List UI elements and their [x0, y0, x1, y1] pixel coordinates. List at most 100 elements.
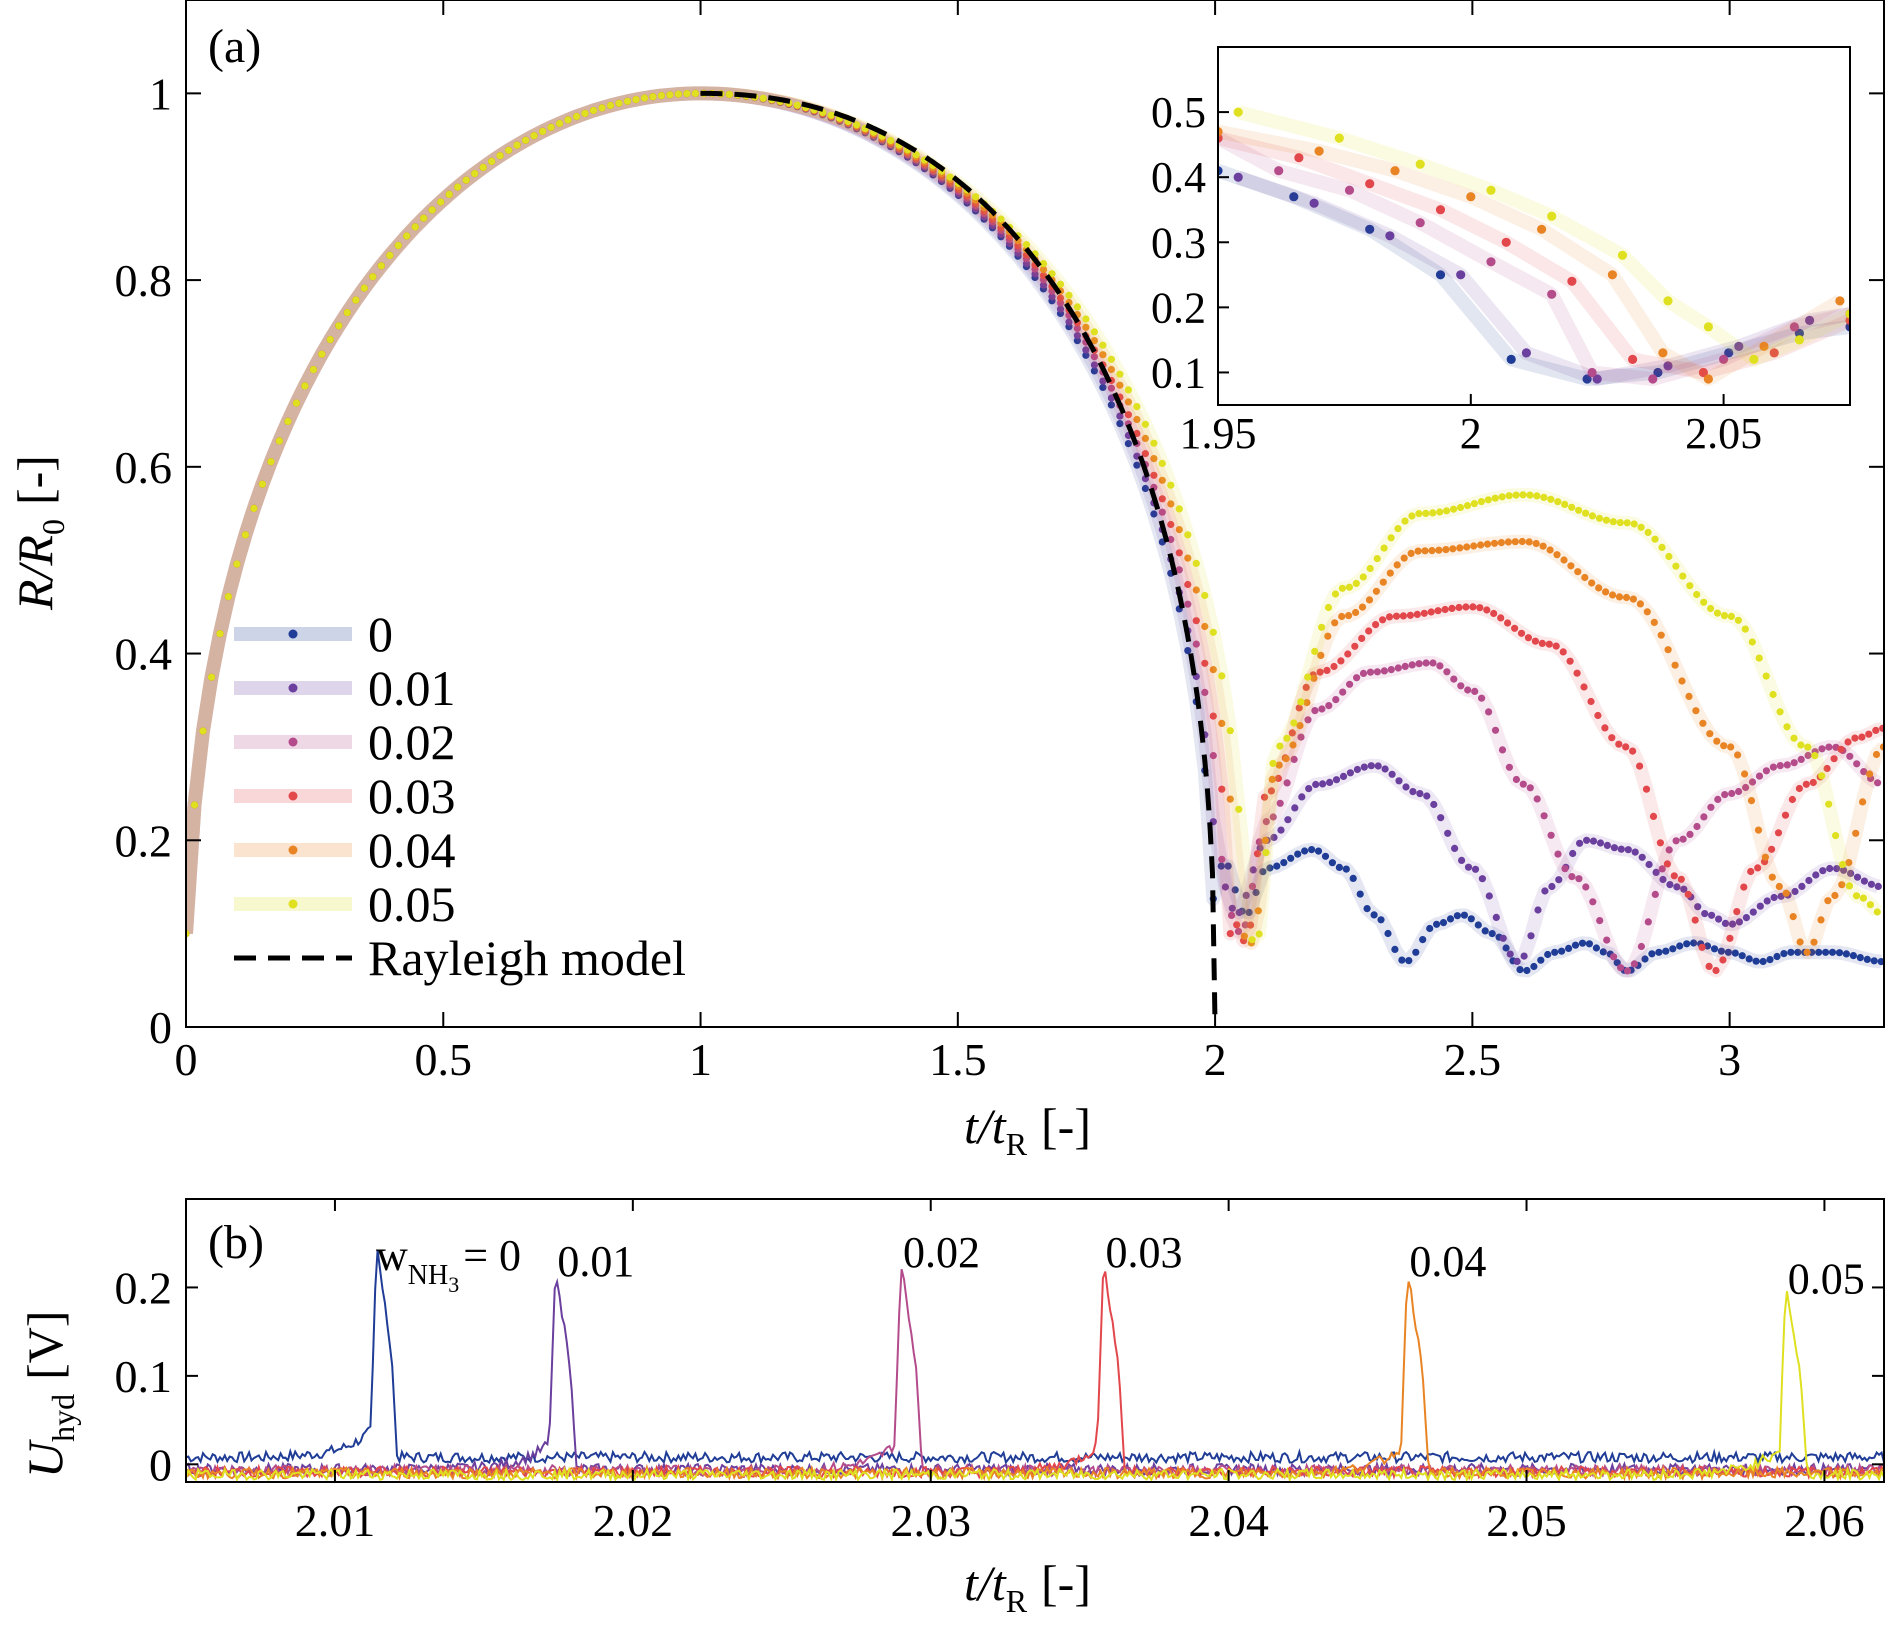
point-0.05-147 — [1401, 517, 1409, 525]
point-0.03-161 — [1490, 609, 1498, 618]
point-0-151 — [1419, 936, 1427, 944]
peak-label-0.03: 0.03 — [1106, 1228, 1183, 1277]
point-0.04-116 — [1167, 500, 1175, 508]
a-xtick-label-4: 2 — [1204, 1034, 1227, 1085]
point-0.01-169 — [1548, 882, 1556, 891]
point-0.05-200 — [1769, 690, 1777, 699]
b-xtick-label-4: 2.05 — [1486, 1495, 1567, 1546]
point-0.04-121 — [1209, 666, 1217, 674]
point-0.02-144 — [1373, 668, 1381, 676]
peak-label-0-sub-a: NH — [408, 1260, 448, 1291]
point-0.05-169 — [1554, 498, 1562, 506]
inset-ytick-label-4: 0.5 — [1151, 88, 1206, 137]
inset-ticks: 1.95 2 2.05 0.1 0.2 0.3 0.4 0.5 — [1151, 88, 1762, 458]
point-0.02-165 — [1519, 780, 1527, 788]
point-0.03-103 — [1056, 294, 1065, 302]
point-0.05-191 — [1707, 604, 1715, 613]
point-0.05-27 — [411, 223, 419, 231]
panel-a-ylabel-main: R/R — [7, 535, 63, 611]
point-0.01-168 — [1541, 887, 1549, 895]
point-0-196 — [1731, 949, 1739, 957]
point-0-202 — [1773, 952, 1781, 961]
panel-b-xlabel: t/tR [-] — [964, 1555, 1091, 1619]
point-0.01-166 — [1527, 932, 1535, 940]
point-0.05-4 — [216, 630, 224, 638]
point-0-133 — [1294, 850, 1302, 858]
point-0.02-155 — [1450, 675, 1458, 683]
point-0-123 — [1224, 862, 1232, 870]
point-0.05-120 — [1201, 591, 1209, 600]
point-0.02-170 — [1554, 850, 1562, 858]
point-0.05-3 — [207, 673, 216, 681]
point-0.02-214 — [1860, 768, 1868, 776]
point-0.01-212 — [1847, 869, 1855, 878]
inset-point-0.02-4 — [1486, 257, 1496, 267]
point-0.03-139 — [1337, 657, 1345, 665]
point-0.03-145 — [1379, 616, 1387, 624]
point-0.03-177 — [1601, 724, 1609, 732]
point-0.05-133 — [1304, 673, 1312, 681]
point-0.04-193 — [1720, 742, 1728, 750]
point-0.05-22 — [369, 273, 377, 281]
point-0.04-122 — [1218, 719, 1226, 728]
point-0.04-129 — [1275, 761, 1283, 769]
point-0.05-171 — [1568, 503, 1576, 511]
panel-b-xlabel-unit: [-] — [1041, 1555, 1091, 1611]
inset-point-0.05-4 — [1547, 211, 1557, 221]
point-0.02-105 — [1073, 324, 1081, 332]
point-0.02-158 — [1471, 687, 1479, 696]
panel-a-xlabel-sub: R — [1006, 1126, 1028, 1162]
point-0-186 — [1662, 947, 1670, 955]
point-0.05-153 — [1443, 507, 1451, 515]
point-0.04-163 — [1511, 538, 1519, 546]
point-0.05-118 — [1184, 531, 1192, 539]
point-0.01-210 — [1833, 865, 1841, 873]
point-0.02-196 — [1735, 787, 1743, 796]
point-0-112 — [1133, 461, 1141, 469]
point-0.04-148 — [1407, 549, 1415, 558]
point-0.01-153 — [1437, 814, 1445, 822]
point-0.02-150 — [1415, 660, 1423, 668]
point-0.03-149 — [1406, 611, 1414, 619]
legend-label-0.01: 0.01 — [368, 660, 456, 716]
point-0.04-184 — [1657, 631, 1665, 639]
point-0.02-154 — [1443, 668, 1451, 676]
point-0.02-197 — [1742, 783, 1750, 792]
point-0-137 — [1321, 852, 1330, 860]
point-0.04-197 — [1747, 797, 1756, 805]
point-0.05-96 — [997, 215, 1005, 223]
point-0.03-203 — [1781, 811, 1790, 819]
point-0.02-191 — [1700, 813, 1708, 821]
point-0.05-170 — [1561, 500, 1569, 508]
point-0.04-143 — [1372, 587, 1380, 595]
point-0.05-123 — [1226, 727, 1234, 735]
point-0.03-114 — [1150, 471, 1158, 479]
inset-point-0.04-4 — [1537, 224, 1547, 234]
point-0.03-158 — [1469, 603, 1477, 611]
point-0.05-165 — [1526, 491, 1534, 499]
point-0.05-31 — [445, 190, 453, 198]
point-0.05-23 — [377, 262, 385, 270]
point-0.02-135 — [1311, 707, 1319, 715]
point-0.04-107 — [1090, 337, 1098, 345]
point-0.02-187 — [1672, 837, 1680, 845]
point-0.01-156 — [1458, 856, 1466, 865]
point-0.02-177 — [1603, 936, 1611, 944]
point-0.05-182 — [1644, 528, 1652, 537]
point-0.03-134 — [1302, 683, 1310, 692]
inset: 1.95 2 2.05 0.1 0.2 0.3 0.4 0.5 — [1151, 46, 1851, 458]
point-0.02-126 — [1248, 882, 1256, 891]
point-0.03-197 — [1740, 883, 1748, 891]
point-0-155 — [1446, 915, 1455, 923]
panel-b-ticks: 2.01 2.02 2.03 2.04 2.05 2.06 0 0.1 0.2 — [115, 1199, 1884, 1546]
point-0.01-125 — [1242, 891, 1250, 900]
point-0-124 — [1231, 886, 1239, 894]
a-xtick-label-5: 2.5 — [1444, 1034, 1502, 1085]
point-0.01-190 — [1694, 903, 1702, 911]
point-0.05-60 — [691, 89, 700, 97]
point-0.05-180 — [1630, 520, 1638, 528]
a-ytick-label-3: 0.6 — [115, 442, 173, 493]
point-0-135 — [1308, 846, 1316, 854]
point-0.05-102 — [1048, 270, 1056, 278]
point-0.05-37 — [496, 152, 504, 160]
